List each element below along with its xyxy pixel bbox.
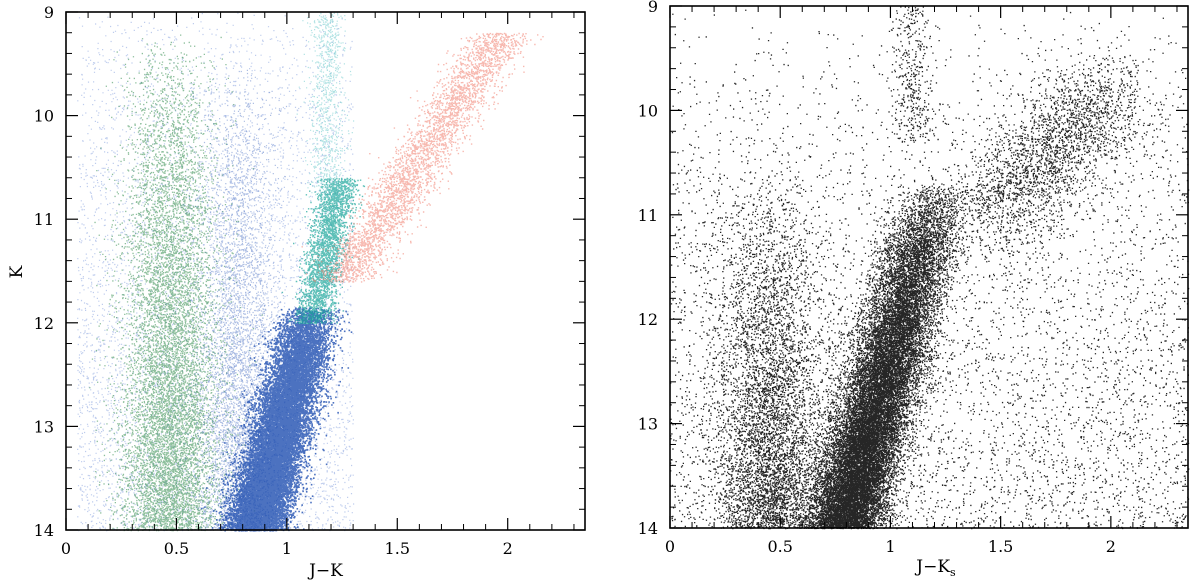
left-x-tick-label: 1 — [282, 539, 292, 558]
right-y-tick-label: 14 — [638, 519, 658, 538]
right-x-tick-label: 1 — [885, 537, 895, 556]
right-x-tick-label: 2 — [1106, 537, 1116, 556]
left-chart-panel: J−K K 0 0.5 1 1.5 2 9 10 11 12 13 14 — [7, 3, 586, 581]
right-x-tick-label: 1.5 — [988, 537, 1013, 556]
right-series-all-stars — [670, 6, 1190, 530]
right-axes-frame — [669, 5, 1189, 529]
left-y-tick-label: 10 — [34, 107, 54, 126]
left-series-blue-band — [162, 65, 313, 532]
right-y-tick-label: 10 — [638, 101, 658, 120]
left-x-axis-label: J−K — [307, 561, 343, 581]
left-x-tick-label: 0.5 — [164, 539, 189, 558]
left-x-tick-label: 2 — [503, 539, 513, 558]
right-y-tick-label: 13 — [638, 415, 658, 434]
right-x-tick-label: 0.5 — [767, 537, 792, 556]
left-series-teal-column — [296, 12, 355, 200]
left-series-bright-red-giants — [301, 32, 544, 283]
right-x-axis-label: J−Ks — [914, 557, 956, 579]
left-plot-frame — [65, 11, 586, 531]
right-y-tick-label: 11 — [638, 206, 658, 225]
right-y-tick-label: 9 — [648, 0, 658, 16]
left-cmd-chart: J−K K 0 0.5 1 1.5 2 9 10 11 12 13 14 — [7, 3, 586, 581]
left-x-tick-label: 1.5 — [385, 539, 410, 558]
left-x-tick-label: 0 — [61, 539, 71, 558]
left-y-tick-label: 12 — [34, 314, 54, 333]
left-axes-frame — [65, 11, 586, 531]
left-y-tick-label: 11 — [34, 210, 54, 229]
left-series-upper-giant-branch — [281, 177, 366, 325]
right-data-points — [670, 6, 1190, 530]
right-plot-frame — [669, 5, 1189, 529]
left-series-disk-dwarfs — [89, 34, 263, 532]
right-x-axis-label-main: J−K — [914, 557, 950, 577]
left-series-red-clump — [200, 307, 353, 532]
right-x-tick-label: 0 — [665, 537, 675, 556]
left-y-tick-label: 14 — [34, 521, 54, 540]
left-y-tick-label: 9 — [44, 3, 54, 22]
right-y-tick-label: 12 — [638, 310, 658, 329]
left-ticks: 0 0.5 1 1.5 2 9 10 11 12 13 14 — [34, 3, 585, 558]
left-data-points — [77, 12, 544, 532]
right-x-axis-label-sub: s — [950, 566, 956, 579]
right-ticks: 0 0.5 1 1.5 2 9 10 11 12 13 14 — [638, 0, 1188, 556]
left-y-tick-label: 13 — [34, 417, 54, 436]
left-y-axis-label: K — [7, 265, 27, 278]
